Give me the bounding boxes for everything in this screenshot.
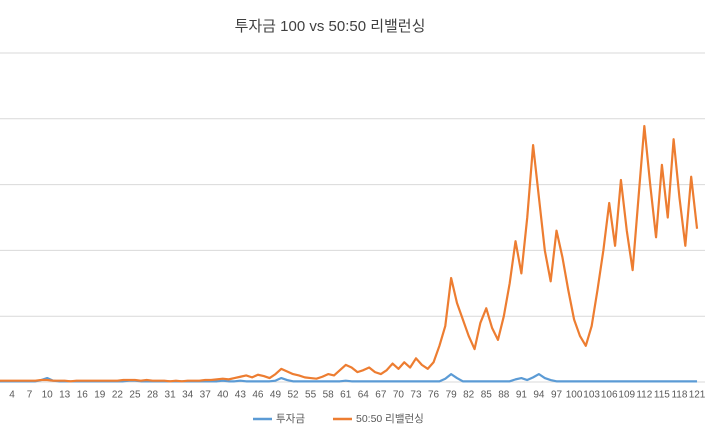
legend-label: 투자금 — [276, 413, 305, 425]
x-tick-label: 103 — [583, 390, 600, 401]
x-tick-label: 73 — [410, 390, 422, 401]
x-tick-label: 52 — [287, 390, 299, 401]
x-tick-label: 64 — [358, 390, 370, 401]
x-tick-label: 94 — [533, 390, 545, 401]
x-tick-label: 88 — [498, 390, 510, 401]
x-tick-label: 112 — [636, 390, 652, 401]
x-tick-label: 76 — [428, 390, 440, 401]
x-tick-label: 49 — [270, 390, 282, 401]
series-line — [0, 124, 699, 383]
x-tick-label: 67 — [375, 390, 387, 401]
x-tick-label: 100 — [566, 390, 583, 401]
x-tick-label: 58 — [323, 390, 335, 401]
x-tick-label: 109 — [618, 390, 635, 401]
x-tick-label: 115 — [654, 390, 670, 401]
x-tick-label: 85 — [481, 390, 493, 401]
x-tick-label: 79 — [446, 390, 458, 401]
x-tick-label: 10 — [42, 390, 54, 401]
x-tick-label: 19 — [94, 390, 106, 401]
x-tick-label: 13 — [59, 390, 71, 401]
x-tick-label: 118 — [671, 390, 687, 401]
x-tick-label: 25 — [129, 390, 141, 401]
x-tick-label: 121 — [689, 390, 706, 401]
x-tick-label: 7 — [27, 390, 33, 401]
legend-label: 50:50 리밸런싱 — [356, 413, 424, 425]
x-tick-label: 22 — [112, 390, 124, 401]
x-tick-label: 43 — [235, 390, 247, 401]
x-tick-label: 34 — [182, 390, 194, 401]
x-tick-label: 4 — [9, 390, 15, 401]
x-tick-label: 37 — [200, 390, 212, 401]
x-tick-label: 70 — [393, 390, 405, 401]
x-tick-label: 46 — [252, 390, 264, 401]
x-tick-label: 40 — [217, 390, 229, 401]
chart-title: 투자금 100 vs 50:50 리밸런싱 — [235, 18, 426, 35]
x-tick-label: 106 — [601, 390, 618, 401]
x-tick-label: 61 — [340, 390, 352, 401]
x-tick-label: 28 — [147, 390, 159, 401]
x-tick-label: 97 — [551, 390, 563, 401]
x-tick-label: 55 — [305, 390, 317, 401]
x-tick-label: 31 — [165, 390, 177, 401]
x-tick-label: 16 — [77, 390, 89, 401]
x-tick-label: 82 — [463, 390, 475, 401]
x-tick-label: 91 — [516, 390, 528, 401]
